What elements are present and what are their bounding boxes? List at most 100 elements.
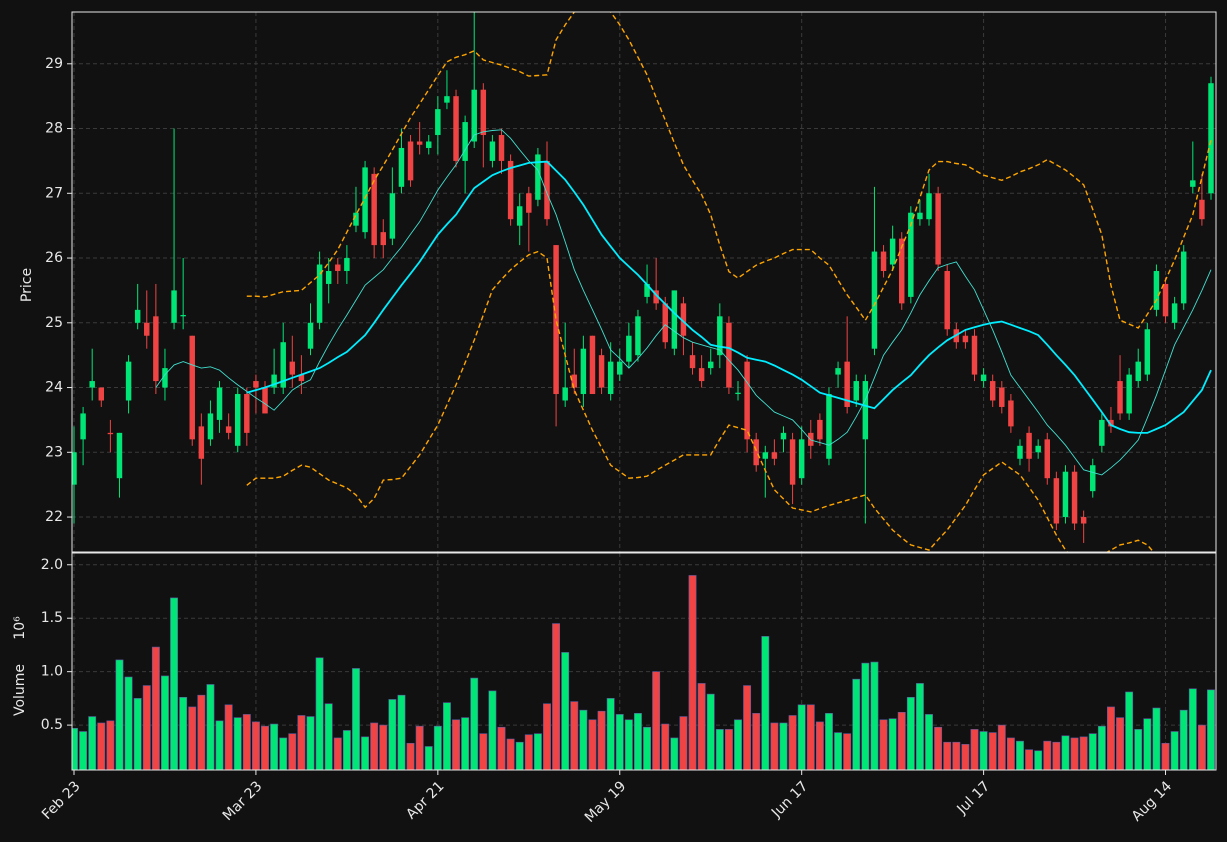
candle-body <box>635 316 641 356</box>
candle-body <box>653 290 659 304</box>
candle-body <box>189 335 195 440</box>
candle-body <box>835 368 841 375</box>
candle-body <box>580 348 587 395</box>
volume-bar <box>652 671 661 770</box>
candle-body <box>1208 83 1214 194</box>
volume-bar <box>906 697 915 770</box>
candle-body <box>880 251 887 271</box>
candle-body <box>1135 361 1141 382</box>
volume-bar <box>961 744 970 770</box>
volume-bar <box>634 713 642 770</box>
volume-bar <box>988 732 997 770</box>
volume-bar <box>915 683 924 770</box>
ma-line <box>155 129 1212 476</box>
candle-body <box>507 160 514 220</box>
candle-body <box>1126 374 1132 414</box>
candle-body <box>353 212 359 226</box>
candle-body <box>462 122 468 161</box>
candle-body <box>671 290 678 349</box>
volume-bar <box>679 716 688 770</box>
price-plot <box>72 12 1214 552</box>
volume-bar <box>761 636 770 770</box>
volume-bar <box>825 713 833 770</box>
candle-body <box>125 361 132 401</box>
volume-bar <box>1052 741 1061 770</box>
volume-bar <box>197 694 206 770</box>
volume-bar <box>270 723 279 770</box>
volume-bar <box>352 668 360 770</box>
volume-bar <box>643 726 651 770</box>
y-tick-label: 25 <box>45 315 63 331</box>
volume-bar <box>479 733 488 770</box>
volume-bar <box>452 719 460 770</box>
volume-bar <box>670 737 679 770</box>
candle-body <box>999 387 1005 407</box>
volume-bar <box>797 704 806 770</box>
candle-body <box>471 89 477 142</box>
volume-bar <box>242 714 251 770</box>
volume-bar <box>743 685 752 770</box>
candle-body <box>416 141 423 145</box>
volume-bar <box>72 728 78 770</box>
volume-bar <box>779 722 788 770</box>
volume-bar <box>233 717 242 770</box>
volume-bar <box>433 725 442 770</box>
volume-frame <box>71 552 1217 771</box>
candle-body <box>480 89 487 136</box>
volume-bar <box>1070 737 1079 770</box>
volume-bar <box>661 723 670 770</box>
volume-bar <box>1061 735 1070 770</box>
volume-bar <box>361 736 370 770</box>
volume-bar <box>597 710 606 770</box>
volume-bar <box>533 733 542 770</box>
volume-bar <box>552 623 561 770</box>
candle-body <box>1162 283 1169 317</box>
candle-body <box>989 381 996 401</box>
volume-bar <box>1097 725 1106 770</box>
candle-body <box>544 160 550 220</box>
volume-plot <box>72 575 1215 770</box>
candle-body <box>617 361 623 375</box>
candle-body <box>344 258 350 271</box>
candle-body <box>1044 439 1051 479</box>
volume-bar <box>415 725 424 770</box>
candle-body <box>926 193 932 220</box>
volume-bar <box>188 706 197 770</box>
candle-body <box>325 270 332 284</box>
volume-scale-label: 10⁶ <box>12 616 28 640</box>
candle-body <box>980 374 987 382</box>
candle-body <box>917 212 923 220</box>
volume-bar <box>342 730 351 770</box>
volume-bar <box>834 732 843 770</box>
volume-bar <box>461 717 470 770</box>
candle-body <box>171 290 177 323</box>
candle-body <box>280 342 286 388</box>
y-tick-label: 2.0 <box>41 557 63 573</box>
candle-body <box>1090 465 1096 492</box>
volume-bar <box>1161 742 1170 770</box>
volume-bar <box>497 726 506 770</box>
volume-bar <box>888 718 897 770</box>
candle-body <box>489 141 496 161</box>
volume-bar <box>734 719 742 770</box>
candle-body <box>444 96 450 103</box>
volume-grid <box>72 553 1216 770</box>
volume-bar <box>442 702 451 770</box>
candle-body <box>944 270 950 330</box>
volume-bar <box>1143 718 1152 770</box>
candle-body <box>871 251 878 349</box>
volume-bar <box>506 738 515 770</box>
ma-line <box>246 160 1212 434</box>
candle-body <box>644 283 650 297</box>
volume-bar <box>124 676 133 770</box>
candle-body <box>371 173 377 246</box>
candle-body <box>244 394 250 433</box>
candle-body <box>89 381 95 388</box>
candle-body <box>153 316 159 382</box>
y-axis-label: Price <box>19 268 35 302</box>
candle-body <box>80 413 86 440</box>
candle-body <box>1017 445 1023 459</box>
candle-body <box>1099 419 1105 446</box>
y-tick-label: 0.5 <box>41 717 63 733</box>
